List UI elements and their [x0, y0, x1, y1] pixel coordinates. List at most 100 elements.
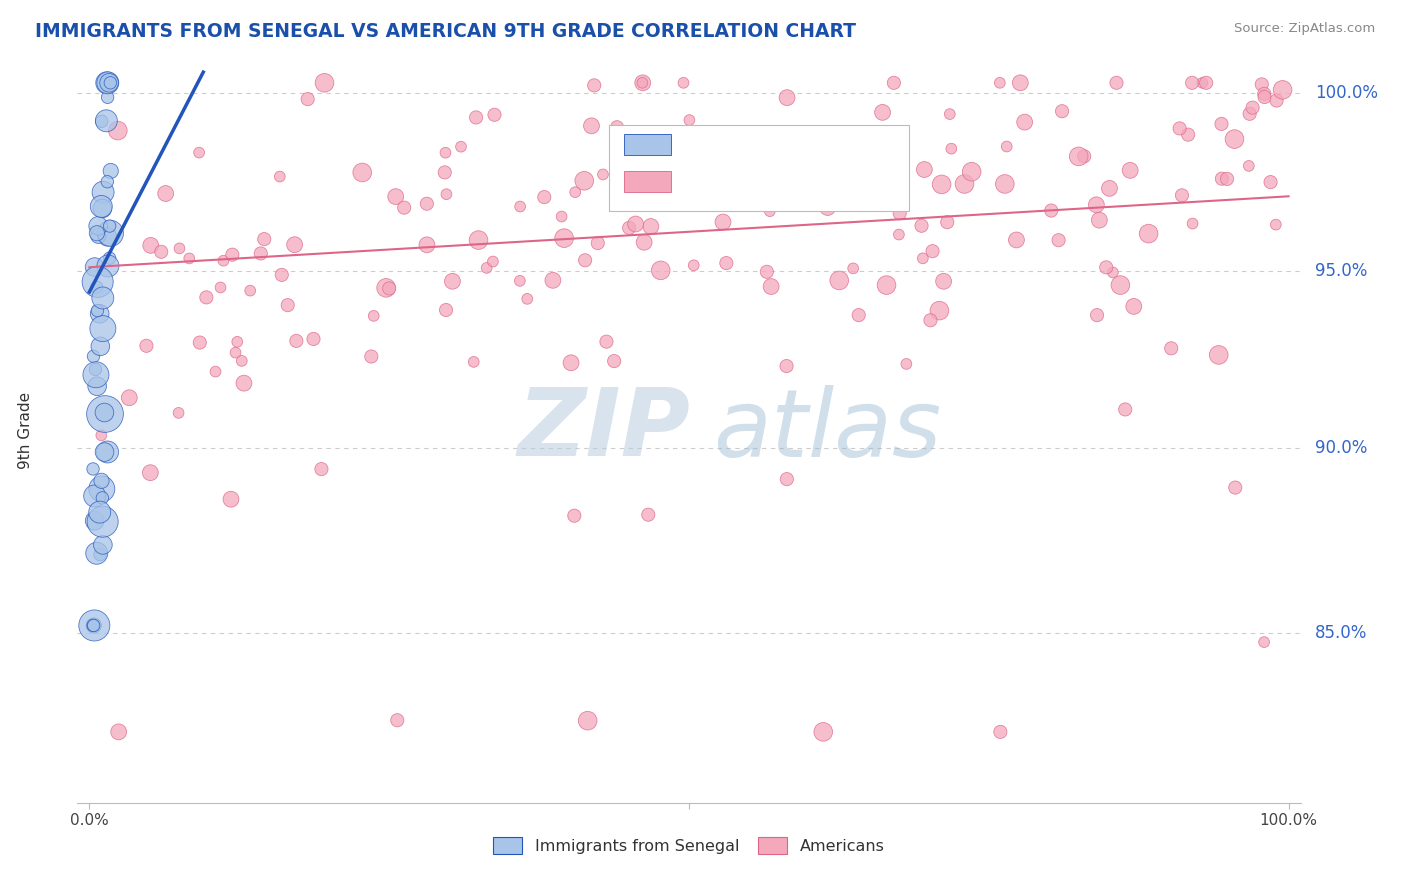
Point [284, 237, 307, 252]
Point [226, 334, 249, 349]
Point [848, 308, 870, 322]
Point [188, 145, 211, 160]
Point [775, 359, 797, 373]
Point [434, 303, 457, 318]
Point [889, 206, 911, 220]
Point [433, 165, 456, 179]
Point [541, 273, 564, 287]
Point [595, 334, 617, 349]
Point [86, 226, 108, 240]
Point [550, 210, 572, 224]
Point [91, 321, 114, 335]
Point [83, 260, 105, 274]
Point [1216, 172, 1239, 186]
Point [204, 365, 226, 379]
Point [1119, 163, 1142, 178]
Point [806, 178, 828, 192]
Point [1040, 203, 1063, 218]
Text: Source: ZipAtlas.com: Source: ZipAtlas.com [1234, 22, 1375, 36]
Point [711, 215, 734, 229]
Point [107, 123, 129, 137]
Point [89, 339, 111, 353]
Point [883, 76, 905, 90]
Point [1265, 94, 1288, 108]
Text: ZIP: ZIP [517, 384, 690, 476]
Point [269, 169, 291, 184]
Point [98, 76, 121, 90]
Point [97, 90, 120, 104]
Point [932, 274, 955, 288]
Point [221, 248, 243, 262]
Point [910, 219, 932, 233]
Point [941, 142, 963, 156]
Point [83, 618, 105, 632]
Point [96, 229, 118, 244]
Point [91, 538, 114, 552]
Point [1050, 104, 1073, 119]
Point [363, 309, 385, 323]
Point [297, 92, 319, 106]
Point [1253, 635, 1275, 649]
Point [82, 349, 104, 363]
Point [416, 196, 439, 211]
Point [97, 259, 120, 273]
Point [387, 713, 409, 727]
Text: atlas: atlas [713, 384, 942, 476]
Point [436, 187, 458, 202]
Point [1137, 227, 1160, 241]
Point [1237, 159, 1260, 173]
Point [1067, 149, 1090, 163]
Point [716, 256, 738, 270]
Point [1177, 128, 1199, 142]
Point [564, 185, 586, 199]
Point [1098, 181, 1121, 195]
Point [1088, 213, 1111, 227]
Point [586, 236, 609, 251]
Point [1195, 76, 1218, 90]
Point [100, 227, 122, 241]
Point [912, 162, 935, 177]
Point [392, 201, 415, 215]
Point [232, 376, 254, 391]
Point [83, 618, 105, 632]
Point [631, 76, 654, 90]
Point [637, 508, 659, 522]
Point [1109, 278, 1132, 293]
Point [352, 165, 374, 179]
Point [91, 202, 114, 216]
Point [188, 335, 211, 350]
Point [576, 714, 599, 728]
Point [920, 313, 942, 327]
Text: 9th Grade: 9th Grade [18, 392, 34, 469]
Point [1260, 175, 1282, 189]
Point [509, 274, 531, 288]
Point [887, 227, 910, 242]
Point [617, 221, 640, 235]
Point [482, 254, 505, 268]
Point [225, 345, 247, 359]
Point [135, 339, 157, 353]
Point [87, 228, 110, 243]
Point [139, 466, 162, 480]
Bar [624, 134, 671, 155]
Point [118, 391, 141, 405]
Point [1168, 121, 1191, 136]
Point [1211, 171, 1233, 186]
Point [785, 148, 807, 162]
Point [995, 139, 1018, 153]
Point [97, 76, 120, 90]
Point [928, 303, 950, 318]
Point [936, 215, 959, 229]
Point [360, 350, 382, 364]
Point [484, 108, 506, 122]
Point [636, 188, 658, 202]
Point [616, 146, 638, 161]
Point [1095, 260, 1118, 275]
Point [1211, 117, 1233, 131]
Point [1014, 115, 1036, 129]
Point [91, 291, 114, 305]
Text: 100.0%: 100.0% [1315, 85, 1378, 103]
Point [93, 445, 115, 459]
Point [384, 189, 406, 203]
Point [939, 107, 962, 121]
